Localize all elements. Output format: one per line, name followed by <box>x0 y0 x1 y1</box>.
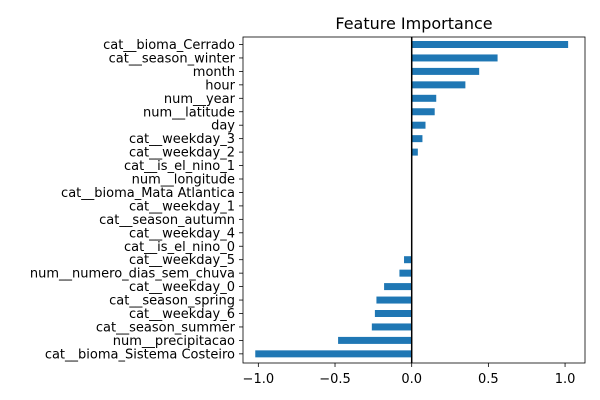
x-tick-label: 1.0 <box>555 372 576 387</box>
y-tick-label: cat__season_summer <box>96 320 236 335</box>
y-tick-label: hour <box>205 78 235 93</box>
bar-cat-season-winter <box>411 54 498 62</box>
y-tick-label: num__precipitacao <box>113 334 235 349</box>
bar-cat-season-spring <box>376 296 412 304</box>
x-tick-label: 0.5 <box>478 372 499 387</box>
y-tick-label: cat__weekday_2 <box>129 146 235 161</box>
y-tick-label: cat__bioma_Mata Atlantica <box>61 186 235 201</box>
y-tick-label: cat__bioma_Sistema Costeiro <box>45 347 235 362</box>
x-tick-label: −1.0 <box>243 372 275 387</box>
bar-num-precipitacao <box>338 336 412 344</box>
plot-frame <box>242 36 586 364</box>
y-tick-label: cat__season_spring <box>109 294 235 309</box>
bar-cat-weekday-0 <box>384 283 412 291</box>
bar-cat-weekday-6 <box>374 310 412 317</box>
y-tick-label: num__numero_dias_sem_chuva <box>30 267 235 282</box>
y-tick-label: cat__weekday_3 <box>129 132 235 147</box>
y-labels-layer: cat__bioma_Cerradocat__season_wintermont… <box>30 38 243 362</box>
bars-layer <box>255 41 569 358</box>
bar-cat-bioma-cerrado <box>411 41 569 48</box>
y-tick-label: month <box>193 65 235 80</box>
y-tick-label: num__longitude <box>132 173 235 188</box>
bar-day <box>411 121 426 129</box>
y-tick-label: day <box>211 119 235 134</box>
x-ticks-layer: −1.0 −0.5 0.0 0.5 1.0 <box>243 363 576 387</box>
y-tick-label: cat__weekday_5 <box>129 253 235 268</box>
y-tick-label: cat__is_el_nino_1 <box>124 159 235 174</box>
bar-num-year <box>411 94 437 102</box>
x-tick-label: 0.0 <box>401 372 422 387</box>
bar-cat-season-summer <box>371 323 412 331</box>
y-tick-label: num__latitude <box>143 105 235 120</box>
bar-cat-weekday-5 <box>404 256 412 264</box>
bar-num-latitude <box>411 108 435 116</box>
chart-title: Feature Importance <box>335 14 492 33</box>
bar-cat-weekday-3 <box>411 135 423 143</box>
y-tick-label: cat__bioma_Cerrado <box>103 38 235 53</box>
y-tick-label: cat__weekday_1 <box>129 199 235 214</box>
y-tick-label: cat__season_winter <box>109 51 236 66</box>
y-tick-label: cat__weekday_4 <box>129 226 235 241</box>
bar-month <box>411 67 480 75</box>
x-tick-label: −0.5 <box>319 372 351 387</box>
y-tick-label: num__year <box>164 92 236 107</box>
bar-cat-weekday-2 <box>411 148 418 156</box>
bar-num-numero-dias-sem-chuva <box>399 269 412 277</box>
y-tick-label: cat__is_el_nino_0 <box>124 240 235 255</box>
y-tick-label: cat__weekday_0 <box>129 280 235 295</box>
bar-hour <box>411 81 466 89</box>
y-tick-label: cat__season_autumn <box>99 213 235 228</box>
bar-cat-bioma-sistema-costeiro <box>255 350 412 358</box>
y-tick-label: cat__weekday_6 <box>129 307 235 322</box>
